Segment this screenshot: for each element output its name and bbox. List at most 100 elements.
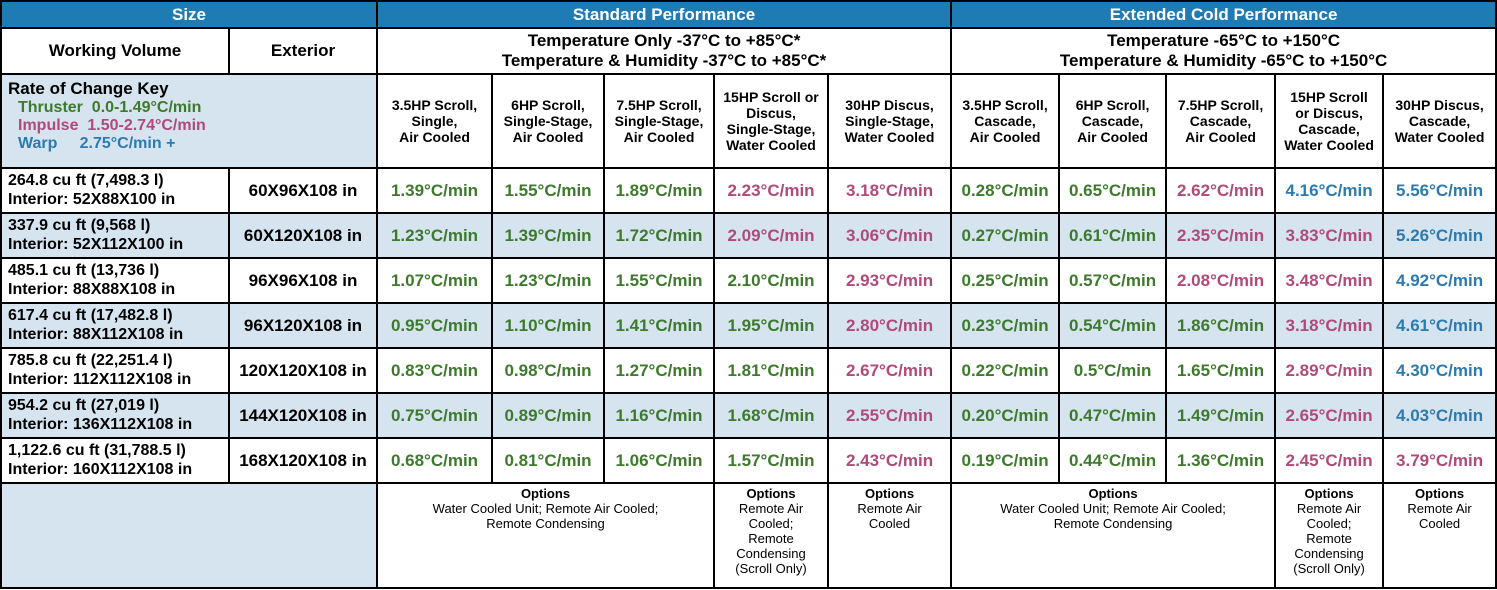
rate-cell: 0.23°C/min [950,302,1061,349]
rate-cell: 2.62°C/min [1165,167,1277,214]
rate-cell: 1.72°C/min [603,212,715,259]
rate-cell: 4.61°C/min [1382,302,1497,349]
rate-cell: 0.98°C/min [491,347,605,394]
rate-cell: 1.23°C/min [376,212,493,259]
column-header: 30HP Discus, Cascade, Water Cooled [1382,73,1497,169]
working-volume-line: Interior: 52X112X100 in [8,235,184,253]
column-header: 7.5HP Scroll, Cascade, Air Cooled [1165,73,1277,169]
options-line: Remote Air [1407,500,1472,516]
rate-cell: 2.93°C/min [826,257,953,304]
rate-cell: 2.08°C/min [1165,257,1277,304]
column-header: 15HP Scroll or Discus, Cascade, Water Coole… [1274,73,1385,169]
working-volume-line: 617.4 cu ft (17,482.8 l) [8,307,173,325]
options-line: Cooled [868,515,911,531]
column-header-line: Water Cooled [1394,129,1485,146]
rate-cell: 0.20°C/min [950,392,1061,439]
options-line: Remote Air [857,500,922,516]
column-header-line: Discus, [746,104,796,121]
rate-cell: 4.30°C/min [1382,347,1497,394]
rate-cell: 2.43°C/min [826,437,953,484]
table-row: 337.9 cu ft (9,568 l) Interior: 52X112X10… [0,212,1497,259]
rate-cell: 2.67°C/min [826,347,953,394]
options-line: Condensing [736,545,806,561]
rate-cell: 0.25°C/min [950,257,1061,304]
rate-cell: 3.79°C/min [1382,437,1497,484]
options-title: Options [864,486,915,501]
rate-cell: 0.28°C/min [950,167,1061,214]
options-line: Remote Condensing [1053,515,1173,531]
rate-cell: 0.65°C/min [1058,167,1168,214]
rate-cell: 0.44°C/min [1058,437,1168,484]
extended-cold-header: Extended Cold Performance [950,0,1497,29]
rate-cell: 1.81°C/min [713,347,829,394]
working-volume-line: Interior: 112X112X108 in [8,370,192,388]
rate-cell: 2.09°C/min [713,212,829,259]
rate-cell: 2.10°C/min [713,257,829,304]
column-header: 7.5HP Scroll, Single-Stage, Air Cooled [603,73,715,169]
exterior-cell: 144X120X108 in [228,392,378,439]
rate-cell: 3.06°C/min [826,212,953,259]
working-volume-line: 337.9 cu ft (9,568 l) [8,217,151,235]
rate-cell: 0.47°C/min [1058,392,1168,439]
column-header-line: Air Cooled [1077,129,1148,146]
rate-cell: 1.68°C/min [713,392,829,439]
working-volume-line: 1,122.6 cu ft (31,788.5 l) [8,442,186,460]
options-line: Condensing [1294,545,1364,561]
column-header: 6HP Scroll, Cascade, Air Cooled [1058,73,1168,169]
rate-cell: 2.80°C/min [826,302,953,349]
working-volume-cell: 785.8 cu ft (22,251.4 l) Interior: 112X11… [0,347,230,394]
rate-cell: 1.55°C/min [603,257,715,304]
options-title: Options [520,486,571,501]
rate-cell: 0.61°C/min [1058,212,1168,259]
rate-cell: 3.18°C/min [826,167,953,214]
column-header: 6HP Scroll, Single-Stage, Air Cooled [491,73,605,169]
column-header-line: 6HP Scroll, [511,96,585,113]
exterior-header: Exterior [228,27,378,75]
rate-cell: 1.41°C/min [603,302,715,349]
table-row: 485.1 cu ft (13,736 l) Interior: 88X88X10… [0,257,1497,304]
extended-range-line1: Temperature -65°C to +150°C [1107,31,1341,51]
rate-cell: 2.35°C/min [1165,212,1277,259]
rate-cell: 1.39°C/min [376,167,493,214]
options-spacer [0,482,378,589]
rate-cell: 1.07°C/min [376,257,493,304]
options-line: Cooled; [1306,515,1352,531]
column-header-line: 7.5HP Scroll, [616,96,702,113]
column-header-line: Air Cooled [969,129,1041,146]
rate-cell: 1.36°C/min [1165,437,1277,484]
exterior-cell: 60X96X108 in [228,167,378,214]
exterior-cell: 120X120X108 in [228,347,378,394]
working-volume-line: 785.8 cu ft (22,251.4 l) [8,352,173,370]
options-line: (Scroll Only) [735,560,807,576]
rate-cell: 2.45°C/min [1274,437,1385,484]
column-header-line: 6HP Scroll, [1075,96,1150,113]
rate-cell: 0.95°C/min [376,302,493,349]
rate-cell: 1.27°C/min [603,347,715,394]
key-thruster: Thruster 0.0-1.49°C/min [18,98,202,116]
column-header-line: Air Cooled [399,129,470,146]
options-cell: Options Water Cooled Unit; Remote Air Coo… [950,482,1277,589]
options-title: Options [1304,486,1354,501]
column-header-line: Single-Stage, [503,112,593,129]
options-line: Remote Air [1296,500,1362,516]
column-header-line: 15HP Scroll [1290,88,1368,105]
column-header-line: Single, [411,112,458,129]
options-cell: Options Remote Air Cooled [826,482,953,589]
rate-cell: 0.22°C/min [950,347,1061,394]
rate-key-title: Rate of Change Key [8,79,169,98]
options-line: Cooled [1418,515,1461,531]
column-header-line: Air Cooled [1185,129,1256,146]
rate-cell: 0.19°C/min [950,437,1061,484]
column-header-line: 3.5HP Scroll, [962,96,1048,113]
standard-range-line1: Temperature Only -37°C to +85°C* [527,31,801,51]
column-header-line: Cascade, [1189,112,1252,129]
exterior-cell: 168X120X108 in [228,437,378,484]
column-header: 30HP Discus, Single-Stage, Water Cooled [826,73,953,169]
options-cell: Options Water Cooled Unit; Remote Air Coo… [376,482,715,589]
options-cell: Options Remote Air Cooled; Remote Condensing… [713,482,829,589]
rate-cell: 1.95°C/min [713,302,829,349]
options-cell: Options Remote Air Cooled [1382,482,1497,589]
column-header-line: Single-Stage, [726,121,816,137]
rate-cell: 1.65°C/min [1165,347,1277,394]
working-volume-line: Interior: 88X88X108 in [8,280,176,298]
